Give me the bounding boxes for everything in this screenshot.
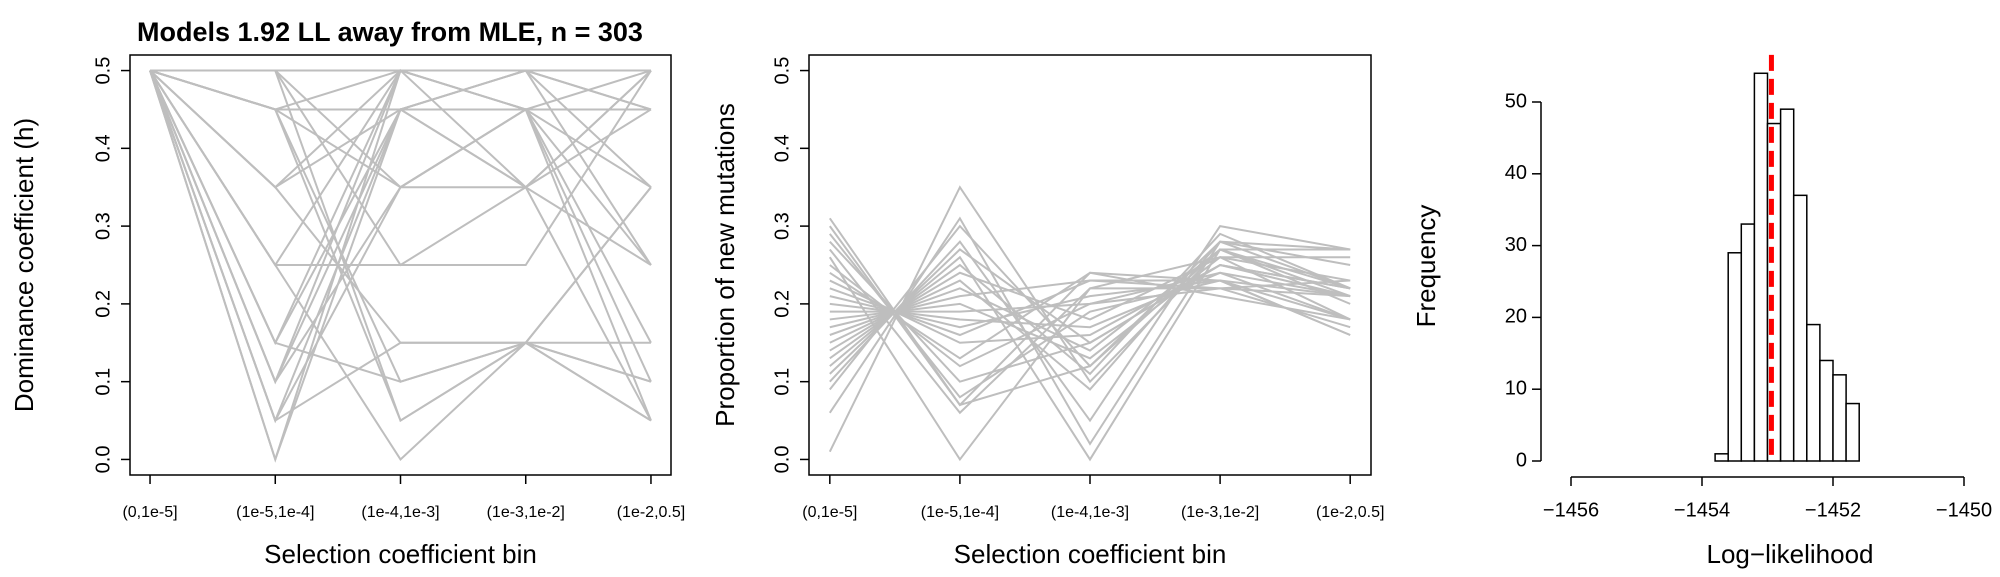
x-tick-label: (0,1e-5] (122, 504, 177, 521)
y-tick-label: 0.1 (92, 368, 114, 396)
x-axis-label: Selection coefficient bin (264, 539, 537, 569)
x-tick-label: (1e-4,1e-3] (361, 504, 439, 521)
y-tick-label: 0.1 (771, 368, 793, 396)
x-tick-label: (1e-5,1e-4] (236, 504, 314, 521)
hist-bar (1714, 453, 1729, 462)
hist-bar (1740, 223, 1756, 462)
x-axis-label: Selection coefficient bin (954, 539, 1227, 569)
hist-bar (1845, 402, 1860, 462)
y-tick-label: 0.3 (92, 212, 114, 240)
series-line (829, 240, 1351, 391)
y-tick-label: 0.5 (92, 57, 114, 85)
series-line (829, 271, 1351, 329)
series-line (149, 70, 652, 461)
series-line (829, 248, 1351, 375)
series-line (149, 69, 652, 423)
series-line (149, 69, 652, 424)
series-line (149, 69, 652, 189)
x-tick-label: −1456 (1543, 499, 1599, 521)
chart-title: Models 1.92 LL away from MLE, n = 303 (137, 17, 643, 47)
y-tick-label: 40 (1505, 162, 1527, 184)
hist-bar (1779, 108, 1795, 462)
y-tick-label: 10 (1505, 377, 1527, 399)
x-tick-label: (1e-3,1e-2] (487, 504, 565, 521)
y-tick-label: 0.4 (92, 134, 114, 162)
series-line (828, 216, 1351, 446)
y-tick-label: 0.2 (92, 290, 114, 318)
y-axis-label: Proportion of new mutations (710, 103, 740, 427)
x-tick-label: (1e-4,1e-3] (1051, 504, 1129, 521)
series-line (829, 232, 1351, 376)
series-line (829, 225, 1351, 407)
series-line (149, 70, 652, 422)
series-line (149, 69, 652, 266)
hist-bar (1753, 72, 1769, 462)
hist-bar (1806, 323, 1821, 462)
x-tick-label: −1452 (1805, 499, 1861, 521)
y-tick-label: 0.0 (771, 446, 793, 474)
series-line (829, 279, 1351, 329)
x-tick-label: (1e-3,1e-2] (1181, 504, 1259, 521)
x-tick-label: −1454 (1674, 499, 1730, 521)
x-tick-label: (1e-2,0.5] (1316, 504, 1384, 521)
hist-bar (1819, 359, 1834, 462)
series-line (829, 256, 1351, 352)
y-axis-label: Dominance coefficient (h) (9, 118, 39, 412)
series-line (828, 256, 1351, 462)
series-line (149, 70, 652, 424)
x-tick-label: −1450 (1936, 499, 1992, 521)
series-line (829, 233, 1351, 399)
hist-bar (1727, 252, 1743, 462)
x-tick-label: (1e-5,1e-4] (921, 504, 999, 521)
series-line (149, 69, 652, 189)
y-tick-label: 50 (1505, 90, 1527, 112)
x-axis-label: Log−likelihood (1707, 539, 1874, 569)
y-tick-label: 0 (1516, 449, 1527, 471)
series-line (829, 225, 1351, 423)
series-line (149, 69, 652, 385)
y-tick-label: 30 (1505, 234, 1527, 256)
series-line (149, 69, 652, 111)
x-tick-label: (1e-2,0.5] (617, 504, 685, 521)
series-line (829, 279, 1351, 329)
series-line (829, 256, 1351, 360)
y-tick-label: 0.0 (92, 446, 114, 474)
y-tick-label: 0.5 (771, 57, 793, 85)
series-line (829, 248, 1351, 462)
y-tick-label: 0.3 (771, 212, 793, 240)
y-tick-label: 20 (1505, 306, 1527, 328)
series-line (150, 69, 652, 421)
y-tick-label: 0.2 (771, 290, 793, 318)
hist-bar (1832, 374, 1847, 462)
series-line (829, 224, 1351, 391)
y-tick-label: 0.4 (771, 134, 793, 162)
hist-bar (1766, 122, 1782, 462)
series-line (149, 69, 651, 346)
series-line (829, 263, 1351, 344)
series-line (149, 69, 652, 422)
x-tick-label: (0,1e-5] (802, 504, 857, 521)
series-line (829, 271, 1351, 321)
hist-bar (1792, 194, 1808, 462)
series-line (149, 70, 651, 423)
series-line (150, 69, 652, 423)
y-axis-label: Frequency (1411, 205, 1441, 328)
